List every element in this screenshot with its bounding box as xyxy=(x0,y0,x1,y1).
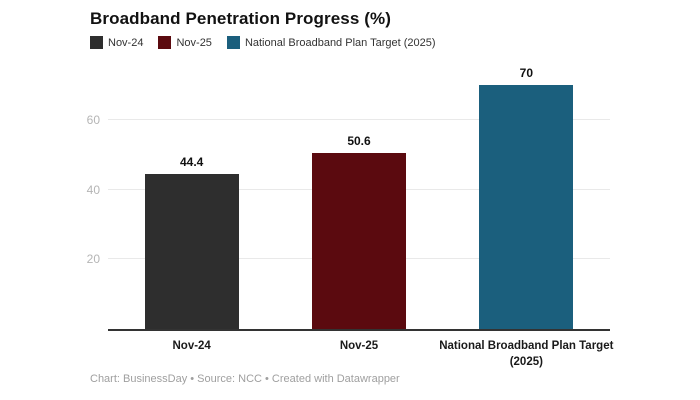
x-axis-label-1: Nov-25 xyxy=(339,340,379,352)
legend-swatch-icon xyxy=(158,36,172,49)
legend-swatch-icon xyxy=(90,36,103,49)
y-tick-label-20: 20 xyxy=(86,252,100,267)
plot-area: 20 40 60 44.4 Nov-24 50.6 Nov-25 70 National Bro… xyxy=(87,66,614,368)
gridline-60 xyxy=(108,118,610,120)
bar-1: 50.6 xyxy=(312,134,406,329)
legend-item-2: National Broadband Plan Target (2025) xyxy=(226,36,436,49)
x-axis-label-2: National Broadband Plan Target (2025) xyxy=(439,340,614,369)
x-axis-label-0: Nov-24 xyxy=(172,340,211,352)
legend-item-0: Nov-24 xyxy=(90,36,143,49)
bar-value-label: 70 xyxy=(519,65,533,80)
y-tick-label-40: 40 xyxy=(86,182,100,197)
legend-label: National Broadband Plan Target (2025) xyxy=(244,36,436,49)
chart-title: Broadband Penetration Progress (%) xyxy=(90,9,391,28)
bar-value-label: 50.6 xyxy=(347,133,371,148)
y-tick-label-60: 60 xyxy=(86,112,100,127)
legend-label: Nov-25 xyxy=(176,36,212,49)
legend-label: Nov-24 xyxy=(108,36,144,49)
legend-item-1: Nov-25 xyxy=(158,36,212,49)
bar-2: 70 xyxy=(479,66,574,329)
chart-source-footer: Chart: BusinessDay • Source: NCC • Creat… xyxy=(90,373,400,385)
bar-value-label: 44.4 xyxy=(179,155,204,170)
bar-0: 44.4 xyxy=(144,155,239,329)
chart-legend: Nov-24 Nov-25 National Broadband Plan Targ… xyxy=(90,36,436,49)
legend-swatch-icon xyxy=(226,36,240,49)
